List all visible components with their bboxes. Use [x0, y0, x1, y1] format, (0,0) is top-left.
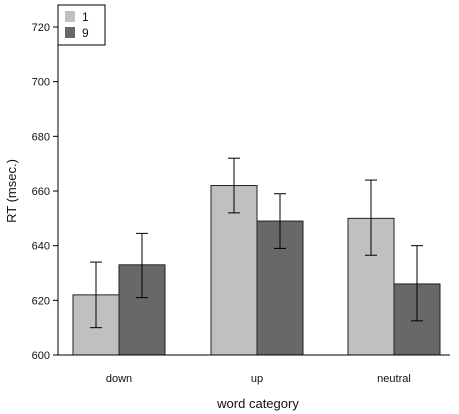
error-bar-series-9-down	[136, 232, 148, 299]
legend-label-9: 9	[82, 26, 89, 40]
error-bar-series-9-neutral	[411, 245, 423, 322]
y-tick-label: 640	[32, 241, 50, 253]
error-bar-series-1-up	[228, 157, 240, 214]
x-category-label-up: up	[251, 373, 263, 385]
y-tick-label: 660	[32, 186, 50, 198]
error-bars-layer	[90, 157, 423, 329]
legend: 19	[57, 4, 106, 46]
y-axis-title: RT (msec.)	[4, 159, 19, 223]
y-tick-label: 700	[32, 77, 50, 89]
error-bar-series-1-neutral	[365, 179, 377, 256]
bar-series-9-down	[118, 264, 166, 356]
legend-swatch-9	[65, 27, 75, 38]
x-axis-category-labels: down up neutral	[106, 373, 411, 385]
x-axis-title: word category	[216, 396, 299, 411]
x-category-label-down: down	[106, 373, 132, 385]
legend-swatch-1	[65, 11, 75, 22]
x-category-label-neutral: neutral	[377, 373, 411, 385]
y-tick-label: 680	[32, 131, 50, 143]
legend-label-1: 1	[82, 10, 89, 24]
y-tick-label: 620	[32, 295, 50, 307]
error-bar-series-9-up	[274, 193, 286, 249]
y-tick-label: 600	[32, 350, 50, 362]
y-axis-ticks: 600 620 640 660 680 700 720	[32, 22, 58, 362]
error-bar-series-1-down	[90, 261, 102, 329]
bars-layer	[72, 185, 441, 356]
bar-series-1-up	[210, 185, 258, 356]
y-tick-label: 720	[32, 22, 50, 34]
